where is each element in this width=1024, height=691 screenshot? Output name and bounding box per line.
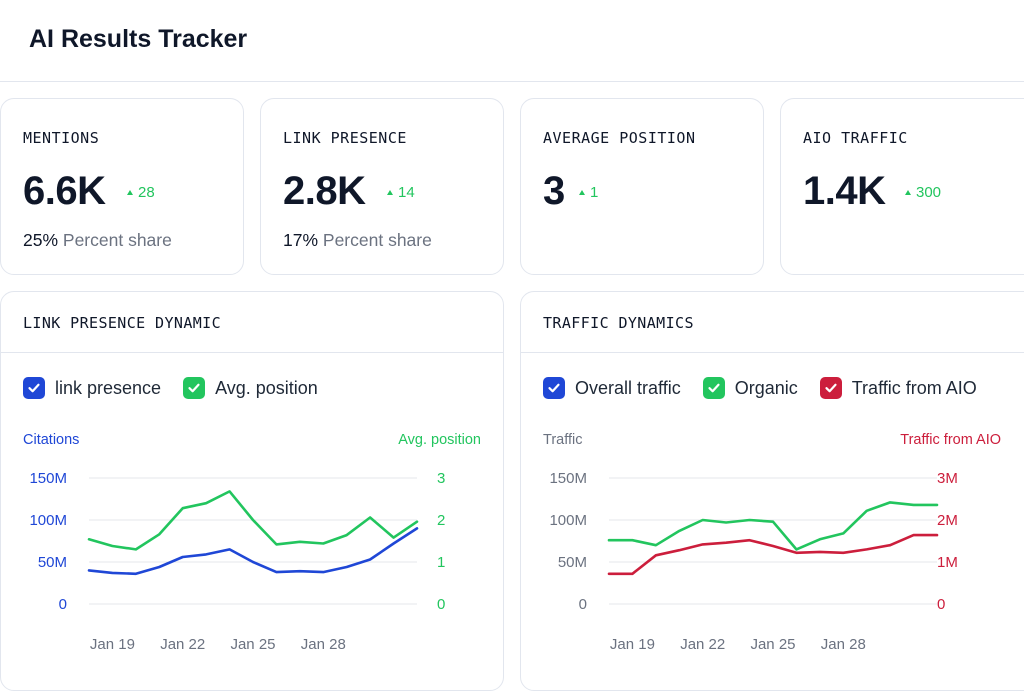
left-tick-label: 150M bbox=[29, 470, 67, 487]
right-axis-title: Avg. position bbox=[398, 432, 481, 448]
x-tick-label: Jan 25 bbox=[750, 636, 795, 653]
series-line-traffic-from-aio bbox=[607, 533, 939, 576]
kpi-card-aio-traffic: AIO TRAFFIC 1.4K 300 bbox=[780, 98, 1024, 275]
right-tick-label: 3M bbox=[937, 470, 958, 487]
kpi-share: 25% Percent share bbox=[23, 230, 172, 251]
kpi-value: 3 bbox=[543, 169, 565, 213]
left-tick-label: 100M bbox=[29, 512, 67, 529]
kpi-card-average-position: AVERAGE POSITION 3 1 bbox=[520, 98, 764, 275]
left-axis-title: Citations bbox=[23, 432, 79, 448]
checkbox-checked-icon[interactable] bbox=[183, 377, 206, 399]
kpi-label: MENTIONS bbox=[23, 129, 100, 147]
kpi-card-link-presence: LINK PRESENCE 2.8K 14 17% Percent share bbox=[260, 98, 504, 275]
left-axis-title: Traffic bbox=[543, 432, 582, 448]
left-tick-label: 100M bbox=[549, 512, 587, 529]
checkbox-checked-icon[interactable] bbox=[819, 377, 842, 399]
x-tick-label: Jan 25 bbox=[230, 636, 275, 653]
left-tick-label: 150M bbox=[549, 470, 587, 487]
legend-toggle-organic[interactable]: Organic bbox=[702, 377, 798, 399]
link-presence-chart: Citations Avg. position 0 50M 100M 150M 0 1 2 3 Ja… bbox=[23, 432, 481, 653]
kpi-label: AIO TRAFFIC bbox=[803, 129, 908, 147]
right-tick-label: 3 bbox=[437, 470, 445, 487]
legend-toggle-overall-traffic[interactable]: Overall traffic bbox=[543, 377, 681, 399]
legend-toggle-avg-position[interactable]: Avg. position bbox=[183, 377, 318, 399]
kpi-label: LINK PRESENCE bbox=[283, 129, 407, 147]
right-tick-label: 2M bbox=[937, 512, 958, 529]
panel-title: LINK PRESENCE DYNAMIC bbox=[23, 314, 222, 332]
right-tick-label: 2 bbox=[437, 512, 445, 529]
kpi-delta-value: 300 bbox=[916, 184, 942, 201]
left-tick-label: 0 bbox=[59, 596, 67, 613]
checkbox-checked-icon[interactable] bbox=[543, 377, 565, 399]
arrow-up-icon bbox=[127, 190, 133, 195]
left-tick-label: 0 bbox=[579, 596, 587, 613]
x-tick-label: Jan 22 bbox=[680, 636, 725, 653]
traffic-chart: Traffic Traffic from AIO 0 50M 100M 150M 0 1M 2M… bbox=[543, 432, 1001, 653]
x-tick-label: Jan 19 bbox=[90, 636, 135, 653]
legend-label: Avg. position bbox=[215, 377, 318, 398]
kpi-delta-value: 28 bbox=[138, 184, 155, 201]
divider bbox=[521, 352, 1024, 353]
legend-label: link presence bbox=[55, 377, 162, 398]
checkbox-checked-icon[interactable] bbox=[702, 377, 725, 399]
share-percent: 25% bbox=[23, 230, 59, 250]
checkbox-checked-icon[interactable] bbox=[23, 377, 45, 399]
arrow-up-icon bbox=[905, 190, 911, 195]
kpi-delta: 300 bbox=[905, 184, 941, 201]
x-tick-label: Jan 28 bbox=[821, 636, 866, 653]
legend-toggle-traffic-from-aio[interactable]: Traffic from AIO bbox=[819, 377, 977, 399]
arrow-up-icon bbox=[387, 190, 393, 195]
series-line-avg-position bbox=[87, 490, 419, 551]
header-card: AI Results Tracker bbox=[0, 0, 1024, 82]
traffic-dynamics-panel: TRAFFIC DYNAMICS Overall traffic Organic… bbox=[520, 291, 1024, 691]
link-presence-panel: LINK PRESENCE DYNAMIC link presence Avg.… bbox=[0, 291, 504, 691]
kpi-delta: 1 bbox=[579, 184, 598, 201]
kpi-share: 17% Percent share bbox=[283, 230, 432, 251]
page-title: AI Results Tracker bbox=[29, 25, 248, 53]
series-line-link-presence bbox=[87, 527, 419, 576]
series-line-organic bbox=[607, 501, 939, 551]
chart-legend: Overall traffic Organic Traffic from AIO bbox=[543, 377, 977, 399]
chart-legend: link presence Avg. position bbox=[23, 377, 318, 399]
kpi-value: 1.4K bbox=[803, 169, 886, 213]
arrow-up-icon bbox=[579, 190, 585, 195]
right-axis-title: Traffic from AIO bbox=[900, 432, 1001, 448]
x-tick-label: Jan 19 bbox=[610, 636, 655, 653]
legend-label: Overall traffic bbox=[575, 377, 681, 398]
kpi-card-mentions: MENTIONS 6.6K 28 25% Percent share bbox=[0, 98, 244, 275]
kpi-delta: 14 bbox=[387, 184, 415, 201]
share-label: Percent share bbox=[62, 230, 172, 250]
right-tick-label: 0 bbox=[437, 596, 445, 613]
x-tick-label: Jan 28 bbox=[301, 636, 346, 653]
share-percent: 17% bbox=[283, 230, 319, 250]
x-tick-label: Jan 22 bbox=[160, 636, 205, 653]
kpi-delta-value: 1 bbox=[590, 184, 599, 201]
kpi-label: AVERAGE POSITION bbox=[543, 129, 696, 147]
left-tick-label: 50M bbox=[38, 554, 67, 571]
legend-label: Traffic from AIO bbox=[851, 377, 977, 398]
legend-toggle-link-presence[interactable]: link presence bbox=[23, 377, 161, 399]
left-tick-label: 50M bbox=[558, 554, 587, 571]
divider bbox=[1, 352, 503, 353]
kpi-value: 2.8K bbox=[283, 169, 366, 213]
share-label: Percent share bbox=[322, 230, 432, 250]
right-tick-label: 0 bbox=[937, 596, 945, 613]
right-tick-label: 1 bbox=[437, 554, 445, 571]
right-tick-label: 1M bbox=[937, 554, 958, 571]
kpi-delta-value: 14 bbox=[398, 184, 415, 201]
kpi-delta: 28 bbox=[127, 184, 155, 201]
kpi-value: 6.6K bbox=[23, 169, 106, 213]
legend-label: Organic bbox=[734, 377, 798, 398]
panel-title: TRAFFIC DYNAMICS bbox=[543, 314, 694, 332]
